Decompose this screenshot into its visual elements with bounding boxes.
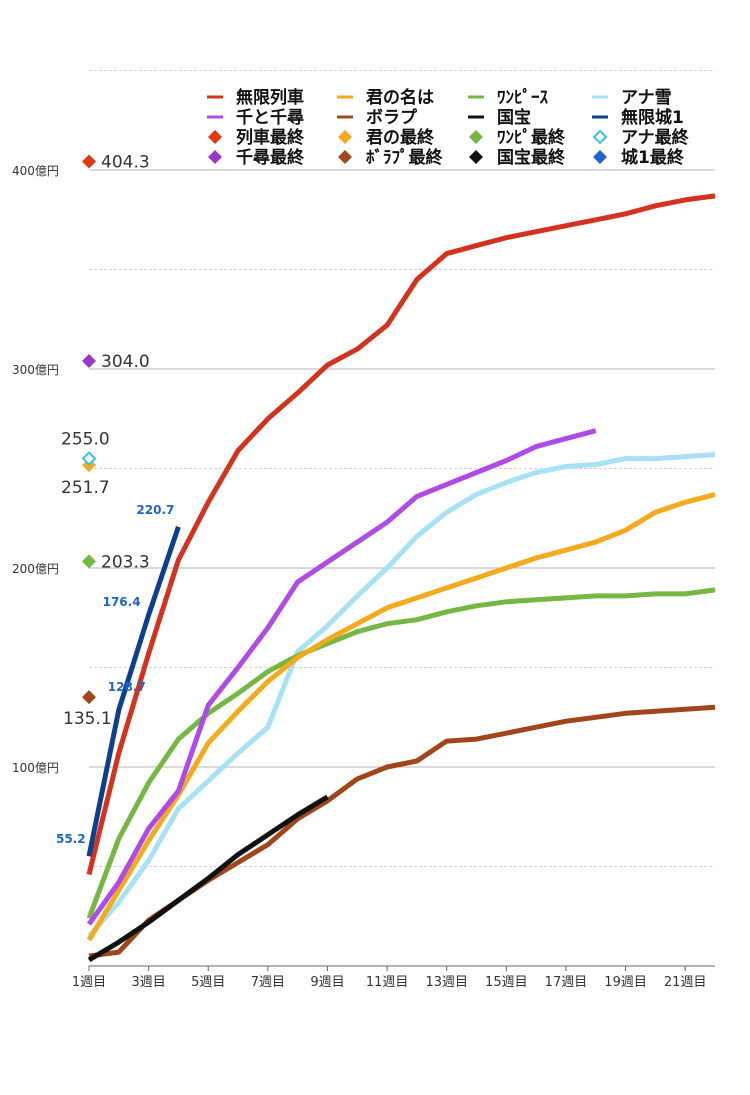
x-tick-label-13: 13週目 [425, 975, 468, 990]
y-tick-label-400: 400億円 [12, 164, 59, 178]
x-tick-label-19: 19週目 [604, 975, 647, 990]
point-label-3: 220.7 [136, 503, 174, 517]
legend-label-1: 君の名は [366, 87, 434, 108]
x-tick-label-11: 11週目 [366, 975, 409, 990]
legend-label-7: 無限城1 [621, 107, 684, 128]
legend-label-13: ﾎﾞﾗﾌﾟ最終 [366, 147, 443, 168]
x-tick-label-21: 21週目 [664, 975, 707, 990]
x-tick-label-7: 7週目 [251, 975, 285, 990]
marker-label-2: 251.7 [61, 478, 110, 498]
series-line-2 [86, 491, 716, 942]
point-label-2: 176.4 [103, 595, 141, 609]
series-line-5 [87, 794, 329, 963]
marker-label-6: 255.0 [61, 430, 110, 450]
y-tick-label-100: 100億円 [12, 761, 59, 775]
legend-swatch-12 [208, 150, 222, 164]
series-line-4 [86, 587, 716, 920]
legend-swatch-14 [469, 150, 483, 164]
marker-diamond-4 [82, 554, 96, 569]
axes: 100億円 200億円 300億円 400億円 1週目 3週目 5週目 7週目 9週目 11週目 1… [12, 164, 715, 990]
marker-label-0: 404.3 [101, 152, 150, 172]
x-tick-label-1: 1週目 [72, 975, 106, 990]
legend-label-4: 千と千尋 [236, 108, 304, 128]
gridlines [89, 70, 715, 867]
series-line-7 [86, 525, 181, 857]
series-line-6 [87, 452, 716, 938]
legend-label-2: ﾜﾝﾋﾟｰｽ [497, 87, 548, 108]
x-tick-label-9: 9週目 [310, 975, 344, 990]
x-tick-label-17: 17週目 [545, 975, 588, 990]
marker-label-3: 135.1 [63, 709, 112, 729]
point-labels: 55.2 128.7 176.4 220.7 [56, 503, 174, 846]
y-tick-label-300: 300億円 [12, 363, 59, 377]
marker-label-4: 203.3 [101, 552, 150, 572]
legend-swatch-8 [208, 130, 222, 144]
legend-label-9: 君の最終 [366, 127, 435, 148]
legend-swatch-9 [338, 130, 352, 144]
x-tick-label-5: 5週目 [191, 975, 225, 990]
legend-label-0: 無限列車 [236, 87, 304, 108]
legend-label-3: アナ雪 [621, 88, 672, 108]
x-tick-label-3: 3週目 [131, 975, 165, 990]
legend-label-5: ボラプ [366, 107, 418, 128]
x-tick-label-15: 15週目 [485, 975, 528, 990]
marker-diamond-1 [82, 354, 96, 369]
point-label-1: 128.7 [108, 680, 146, 694]
legend-swatch-11 [592, 129, 608, 145]
legend-label-6: 国宝 [497, 107, 531, 128]
legend-swatch-13 [338, 150, 352, 164]
series-line-0 [86, 193, 716, 876]
legend-label-11: アナ最終 [621, 127, 690, 148]
legend-label-10: ﾜﾝﾋﾟ最終 [497, 127, 566, 148]
series-line-1 [86, 428, 597, 926]
series-layer [86, 193, 716, 963]
legend-label-8: 列車最終 [236, 127, 305, 148]
marker-diamond-6 [81, 451, 97, 466]
legend-label-12: 千尋最終 [236, 147, 305, 168]
y-tick-label-200: 200億円 [12, 562, 59, 576]
marker-diamond-3 [82, 690, 96, 705]
point-label-0: 55.2 [56, 832, 86, 846]
legend-swatch-10 [469, 130, 483, 144]
marker-diamond-0 [82, 154, 96, 169]
series-line-3 [88, 704, 716, 959]
final-value-markers: 404.3 304.0 251.7 135.1 203.3 255.0 [61, 152, 150, 729]
legend-label-14: 国宝最終 [497, 147, 566, 168]
legend-swatch-15 [593, 150, 607, 164]
legend-label-15: 城1最終 [621, 147, 685, 168]
marker-label-1: 304.0 [101, 352, 150, 372]
